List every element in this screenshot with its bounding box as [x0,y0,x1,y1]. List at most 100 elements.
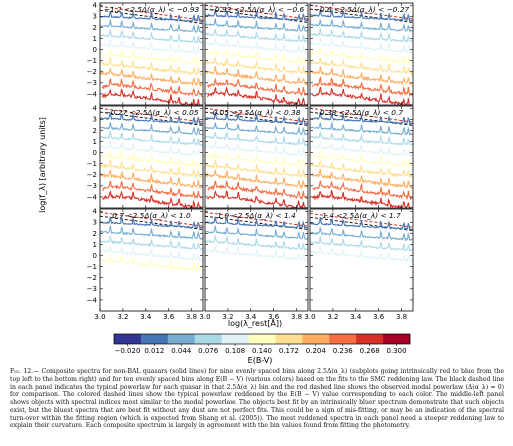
colorbar-label: E(B-V) [248,356,273,365]
y-tick-label: 1 [93,35,97,43]
panel-frame [309,105,414,209]
colorbar-segment [329,334,357,344]
y-tick-label: 2 [93,230,97,238]
spectrum-ebv--0.02 [205,215,308,229]
spectrum-ebv-0.236 [101,88,202,105]
y-tick-label: 1 [93,241,97,249]
colorbar-segment [275,334,303,344]
panel-frame [309,208,414,312]
panel-9: 1.4 <2.5Δ(α_λ) < 1.7 3.0 3.2 3.4 3.6 3.8 [304,208,414,321]
spectrum-ebv-0.14 [205,159,308,178]
panel-plot-area [310,107,413,208]
caption-label: Fig. 12.— [10,368,40,375]
colorbar-segment [356,334,384,344]
colorbar-tick-label: 0.236 [333,347,354,355]
spectrum-ebv-0.076 [100,39,203,55]
spectrum-ebv-0.076 [310,38,413,54]
y-tick-label: 4 [93,2,98,10]
colorbar-segment [383,334,411,344]
spectrum-ebv-0.044 [100,235,203,251]
spectrum-ebv-0.044 [205,29,308,43]
colorbar-tick-label: 0.012 [144,347,164,355]
panel-plot-area [100,211,203,272]
panel-frame [99,105,204,209]
x-tick-label: 3.6 [373,313,385,321]
spectrum-ebv-0.204 [311,76,413,97]
x-tick-label: 3.2 [327,313,338,321]
colorbar-segment [140,334,169,344]
spectrum-ebv--0.02 [100,215,203,230]
y-tick-label: 4 [93,208,98,216]
colorbar-tick-label: 0.268 [360,347,380,355]
panel-frame [309,2,414,106]
spectrum-ebv-0.108 [100,49,203,66]
x-tick-label: 3.0 [304,313,315,321]
spectrum-ebv-0.076 [205,246,308,262]
spectrum-ebv-0.108 [100,254,203,272]
colorbar-tick-label: 0.172 [279,347,299,355]
colorbar-tick-label: 0.108 [225,347,245,355]
spectrum-ebv-0.204 [207,180,308,201]
colorbar-tick-label: 0.044 [171,347,192,355]
panel-frame [204,105,309,209]
spectrum-ebv-0.044 [310,131,413,147]
spectrum-ebv-0.108 [310,47,413,65]
x-tick-label: 3.4 [140,313,152,321]
spectrum-ebv-0.044 [205,130,308,147]
spectrum-ebv-0.076 [205,141,308,157]
colorbar-segment [248,334,276,344]
x-tick-label: 3.8 [396,313,407,321]
panel-label: −0.93 <2.5Δ(α_λ) < −0.6 [209,5,305,14]
spectrum-ebv--0.02 [310,112,413,125]
caption-text: Composite spectra for non-BAL quasars (s… [10,368,504,430]
spectrum-ebv-0.044 [100,130,203,147]
spectrum-ebv-0.172 [205,169,308,190]
y-tick-label: −4 [87,90,98,98]
spectrum-ebv--0.02 [100,112,203,125]
spectrum-ebv-0.076 [100,140,203,157]
panel-label: 1.4 <2.5Δ(α_λ) < 1.7 [322,211,401,220]
spectrum-ebv-0.012 [310,121,413,136]
panel-plot-area [205,4,308,105]
spectrum-ebv-0.076 [100,245,203,262]
spectrum-ebv-0.108 [205,150,308,168]
colorbar-tick-label: 0.300 [387,347,407,355]
spectrum-ebv-0.044 [100,29,203,44]
y-tick-label: −1 [87,57,97,65]
spectrum-ebv-0.012 [310,227,413,242]
y-tick-label: −3 [87,285,97,293]
y-tick-label: −2 [87,274,97,282]
spectrum-ebv--0.02 [310,8,413,22]
panel-plot-area [310,212,413,263]
y-tick-label: −2 [87,171,97,179]
spectrum-ebv-0.204 [101,78,203,98]
x-tick-label: 3.6 [268,313,280,321]
panel-label: 0.38 <2.5Δ(α_λ) < 0.7 [320,108,403,117]
panel-label: 0.7 <2.5Δ(α_λ) < 1.0 [112,211,191,220]
y-tick-label: 3 [93,219,97,227]
spectrum-ebv-0.012 [205,18,308,32]
spectrum-ebv-0.012 [100,225,203,240]
x-tick-label: 3.2 [222,313,233,321]
panel-4: −0.27 <2.5Δ(α_λ) < 0.05 −4 −3 −2 −1 0 1 2 3 4 [87,105,204,209]
spectrum-ebv-0.044 [310,236,413,252]
x-tick-label: 3.8 [186,313,197,321]
panel-3: −0.6 <2.5Δ(α_λ) < −0.27 [309,2,414,106]
panel-plot-area [100,5,203,105]
spectrum-ebv-0.076 [310,246,413,263]
spectrum-ebv-0.14 [100,159,203,179]
spectrum-ebv--0.02 [310,217,413,231]
colorbar-tick-label: −0.020 [115,347,141,355]
colorbar-segment [302,334,330,344]
x-tick-label: 3.6 [163,313,175,321]
spectrum-ebv-0.012 [310,18,413,33]
composite-spectra-figure: −1.2 <2.5Δ(α_λ) < −0.93 −4 −3 −2 −1 0 1 2 3 4 −0.9… [38,2,414,365]
spectrum-ebv--0.02 [205,112,308,125]
spectrum-ebv-0.012 [205,121,308,136]
spectrum-ebv-0.236 [312,87,413,105]
spectrum-ebv-0.172 [310,168,413,189]
panel-frame [204,208,309,312]
typical-powerlaw-line [205,8,308,23]
y-tick-label: −1 [87,263,97,271]
panel-8: 1.0 <2.5Δ(α_λ) < 1.4 3.0 3.2 3.4 3.6 3.8 [199,208,309,321]
